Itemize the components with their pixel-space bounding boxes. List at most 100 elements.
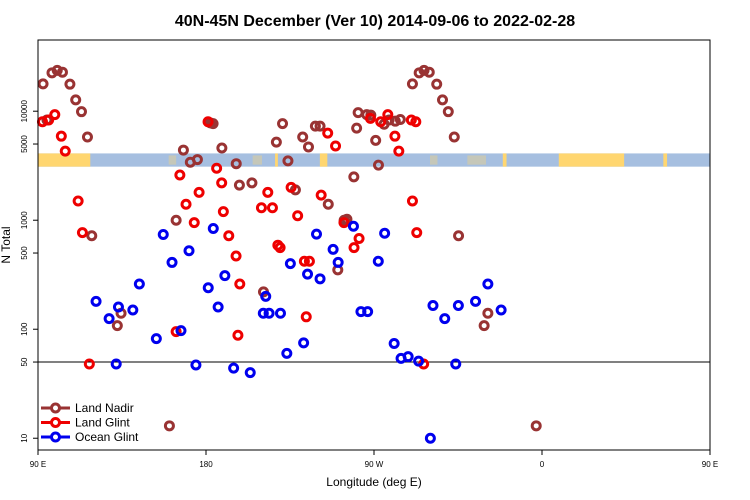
data-point — [362, 306, 374, 318]
data-point — [90, 295, 102, 307]
data-point — [166, 256, 178, 268]
data-point — [202, 282, 214, 294]
y-tick-label: 10 — [20, 433, 29, 442]
data-point — [372, 255, 384, 267]
data-point — [364, 112, 376, 124]
data-point — [83, 358, 95, 370]
data-point — [228, 362, 240, 374]
data-point — [51, 64, 63, 76]
y-tick-label: 10000 — [20, 100, 29, 123]
y-axis-label: N Total — [0, 226, 13, 263]
map-band-land — [275, 153, 278, 167]
data-point — [442, 106, 454, 118]
data-point — [427, 300, 439, 312]
y-tick-label: 100 — [20, 322, 29, 336]
data-point — [193, 186, 205, 198]
data-point — [405, 114, 417, 126]
data-point — [322, 127, 334, 139]
data-point — [55, 130, 67, 142]
data-point — [170, 214, 182, 226]
x-tick-label: 90 E — [702, 460, 718, 469]
data-point — [478, 320, 490, 332]
legend-label: Land Glint — [75, 416, 130, 430]
map-band-coast — [168, 155, 177, 165]
series-0 — [37, 64, 542, 432]
data-point — [177, 144, 189, 156]
data-point — [353, 232, 365, 244]
legend-marker — [50, 431, 61, 443]
data-point — [413, 355, 425, 367]
data-point — [406, 78, 418, 90]
data-point — [246, 177, 258, 189]
data-point — [437, 94, 449, 106]
data-point — [495, 304, 507, 316]
data-point — [330, 140, 342, 152]
x-axis: 90 E 180 90 W 0 90 E — [30, 450, 718, 469]
data-point — [389, 115, 401, 127]
data-point — [453, 230, 465, 242]
data-point — [76, 227, 88, 239]
legend-item: Land Glint — [41, 416, 130, 430]
data-point — [530, 420, 542, 432]
data-point — [338, 217, 350, 229]
data-point — [439, 313, 451, 325]
map-band — [38, 153, 710, 167]
data-point — [448, 131, 460, 143]
data-point — [285, 181, 297, 193]
data-point — [59, 145, 71, 157]
data-point — [230, 250, 242, 262]
y-tick-label: 1000 — [20, 211, 29, 229]
data-point — [388, 337, 400, 349]
data-point — [406, 195, 418, 207]
data-point — [183, 245, 195, 257]
data-point — [157, 228, 169, 240]
x-tick-label: 0 — [540, 460, 545, 469]
data-point — [302, 141, 314, 153]
data-point — [423, 66, 435, 78]
data-point — [470, 295, 482, 307]
data-point — [402, 351, 414, 363]
chart-title: 40N-45N December (Ver 10) 2014-09-06 to … — [175, 13, 575, 30]
data-point — [266, 202, 278, 214]
data-point — [418, 64, 430, 76]
data-point — [212, 301, 224, 313]
data-point — [188, 217, 200, 229]
data-point — [207, 222, 219, 234]
data-point — [216, 142, 228, 154]
data-point — [322, 198, 334, 210]
data-point — [348, 171, 360, 183]
map-band-land — [502, 153, 507, 167]
data-point — [389, 130, 401, 142]
y-tick-label: 50 — [20, 357, 29, 366]
data-point — [393, 145, 405, 157]
map-band-ocean — [38, 153, 710, 167]
data-point — [274, 307, 286, 319]
data-point — [233, 179, 245, 191]
data-point — [81, 131, 93, 143]
data-point — [262, 186, 274, 198]
legend-marker — [50, 402, 61, 414]
data-point — [110, 358, 122, 370]
legend-item: Land Nadir — [41, 401, 134, 415]
data-point — [352, 107, 364, 119]
data-point — [111, 320, 123, 332]
data-point — [411, 227, 423, 239]
data-point — [347, 220, 359, 232]
data-point — [190, 359, 202, 371]
x-tick-label: 90 E — [30, 460, 46, 469]
data-point — [255, 202, 267, 214]
data-point — [112, 301, 124, 313]
data-point — [202, 116, 214, 128]
data-point — [70, 94, 82, 106]
x-tick-label: 90 W — [365, 460, 384, 469]
data-point — [292, 210, 304, 222]
data-point — [170, 326, 182, 338]
x-tick-label: 180 — [199, 460, 213, 469]
data-point — [348, 242, 360, 254]
data-point — [49, 109, 61, 121]
data-point — [314, 273, 326, 285]
series-layer — [36, 64, 542, 444]
data-point — [300, 311, 312, 323]
data-point — [298, 337, 310, 349]
